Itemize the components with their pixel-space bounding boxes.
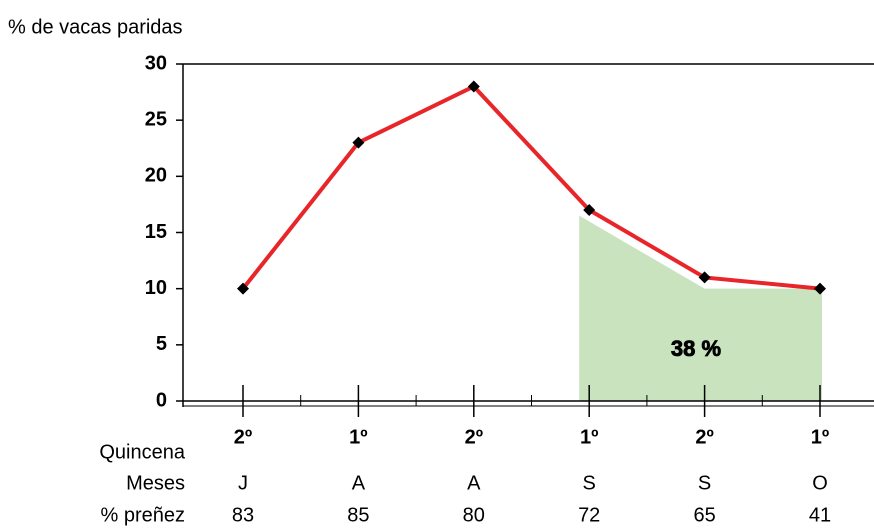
row-value: A bbox=[467, 472, 481, 494]
y-tick-label: 30 bbox=[145, 52, 167, 74]
y-tick-label: 0 bbox=[156, 389, 167, 411]
marker bbox=[698, 271, 711, 284]
row-value: 65 bbox=[693, 504, 715, 526]
row-label: Meses bbox=[126, 472, 185, 494]
row-value: J bbox=[238, 472, 248, 494]
row-value: 85 bbox=[347, 504, 369, 526]
y-tick-label: 20 bbox=[145, 165, 167, 187]
shaded-area bbox=[579, 215, 822, 401]
row-value: S bbox=[698, 472, 711, 494]
row-value: A bbox=[352, 472, 366, 494]
row-label: Quincena bbox=[99, 441, 185, 463]
marker bbox=[352, 136, 365, 149]
x-tick-label: 1º bbox=[811, 426, 829, 448]
marker bbox=[814, 282, 826, 295]
y-tick-label: 10 bbox=[145, 277, 167, 299]
row-label: % preñez bbox=[101, 504, 186, 526]
marker bbox=[237, 282, 249, 295]
y-axis-label: % de vacas paridas bbox=[8, 16, 183, 38]
marker bbox=[467, 80, 480, 93]
x-tick-label: 2º bbox=[234, 426, 252, 448]
line bbox=[241, 84, 821, 291]
x-tick-label: 1º bbox=[580, 426, 598, 448]
row-value: O bbox=[812, 472, 828, 494]
y-tick-label: 5 bbox=[156, 333, 167, 355]
row-value: 80 bbox=[463, 504, 485, 526]
row-value: 72 bbox=[578, 504, 600, 526]
x-tick-label: 1º bbox=[349, 426, 367, 448]
x-tick-label: 2º bbox=[695, 426, 713, 448]
row-value: 83 bbox=[232, 504, 254, 526]
marker bbox=[583, 204, 596, 217]
annotation: 38 % bbox=[671, 336, 721, 361]
x-tick-label: 2º bbox=[465, 426, 483, 448]
row-value: S bbox=[583, 472, 596, 494]
y-tick-label: 25 bbox=[145, 108, 167, 130]
y-tick-label: 15 bbox=[145, 221, 167, 243]
row-value: 41 bbox=[809, 504, 831, 526]
